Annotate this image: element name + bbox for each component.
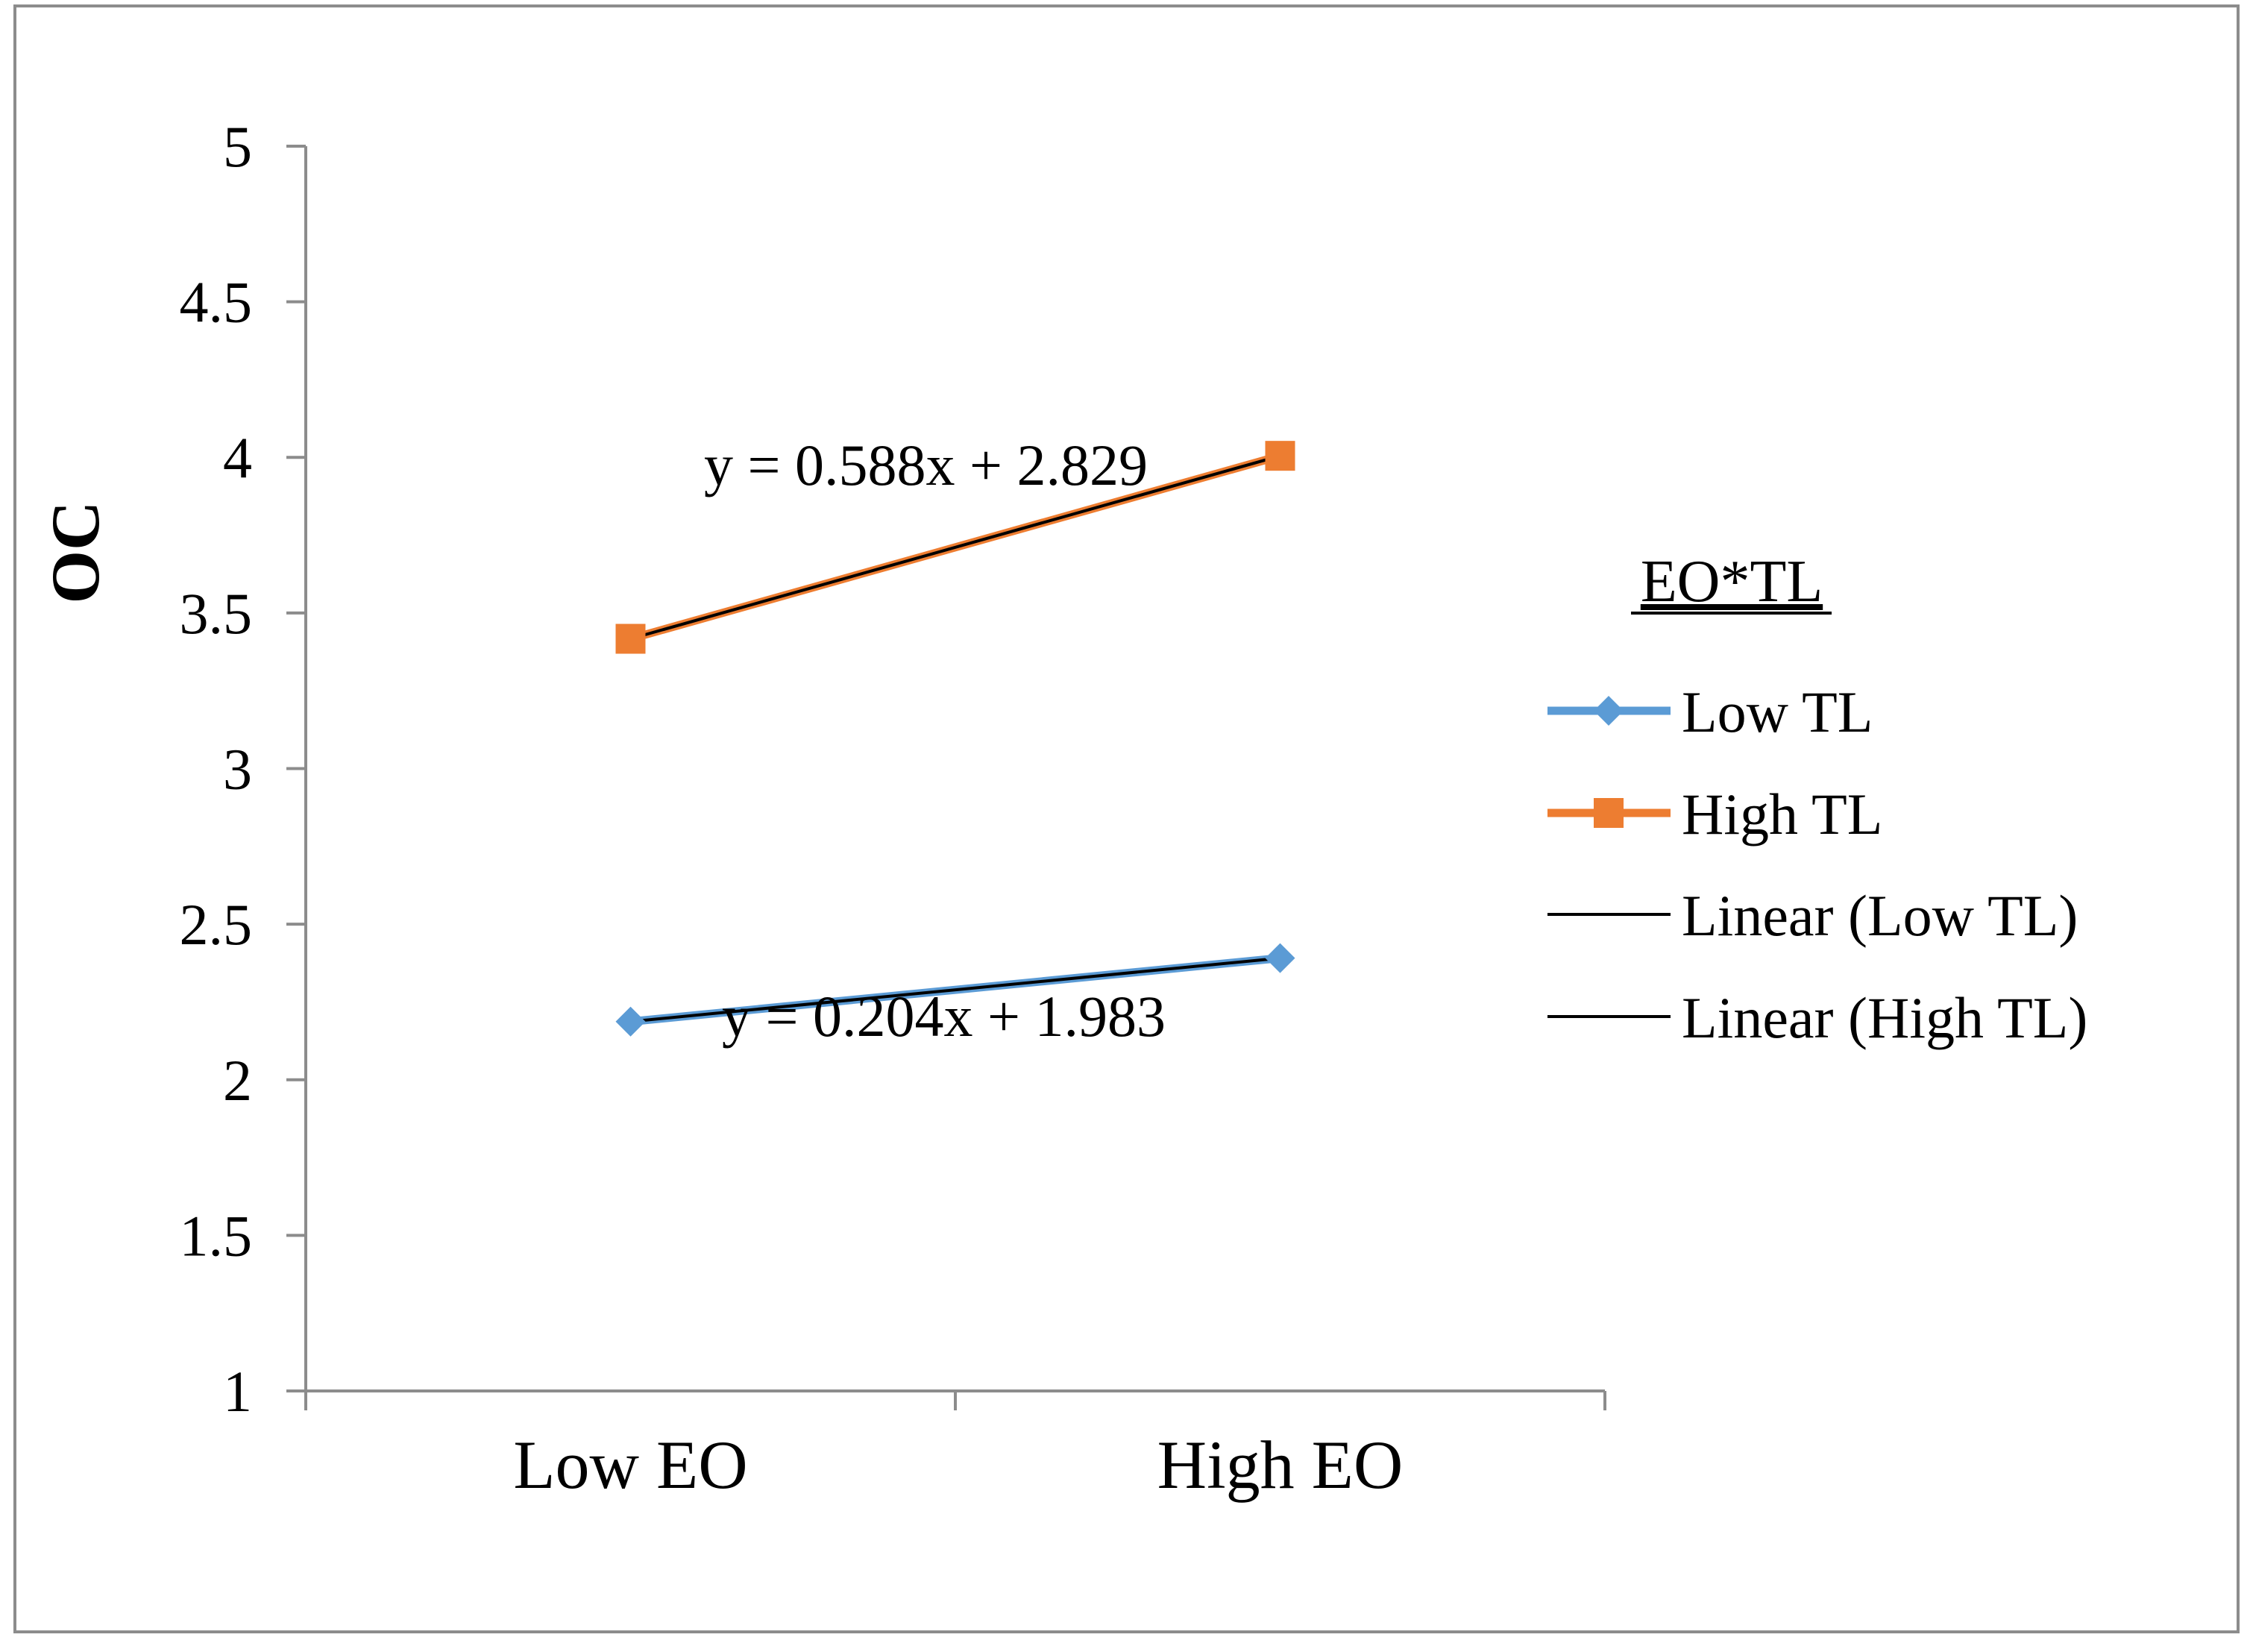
- y-tick-label: 4: [223, 425, 252, 490]
- y-tick-label: 2.5: [180, 892, 253, 957]
- y-tick-label: 3: [223, 737, 252, 802]
- plot-area: 1 1.5 2 2.5 3 3.5 4 4.5 5 Low EO High EO OC y = 0.20…: [37, 114, 1606, 1503]
- y-tick-label: 3.5: [180, 581, 253, 646]
- trendline-equation: y = 0.204x + 1.983: [722, 984, 1166, 1049]
- x-tick-label: Low EO: [513, 1427, 747, 1503]
- legend-marker: [1594, 798, 1624, 828]
- legend-label: Low TL: [1682, 679, 1873, 744]
- legend-label: High TL: [1682, 782, 1882, 847]
- trendline: [630, 956, 1280, 1023]
- legend: EO*TL Low TL High TL Linear (Low TL) Linear …: [1547, 549, 2087, 1050]
- y-tick-label: 1.5: [180, 1203, 253, 1268]
- legend-label: Linear (High TL): [1682, 985, 2087, 1050]
- legend-label: Linear (Low TL): [1682, 883, 2078, 948]
- data-point: [1265, 943, 1295, 973]
- trendline-equation: y = 0.588x + 2.829: [704, 433, 1148, 497]
- legend-marker: [1594, 696, 1624, 726]
- y-tick-label: 4.5: [180, 270, 253, 335]
- data-point: [1265, 441, 1295, 471]
- legend-title: EO*TL: [1641, 549, 1823, 615]
- y-axis-title: OC: [37, 501, 113, 604]
- y-tick-label: 1: [223, 1359, 252, 1424]
- x-tick-label: High EO: [1157, 1427, 1404, 1503]
- y-tick-label: 2: [223, 1048, 252, 1113]
- trendline: [629, 454, 1281, 641]
- data-point: [615, 624, 646, 654]
- chart-frame: [13, 4, 2240, 1633]
- data-point: [615, 1006, 646, 1037]
- y-tick-label: 5: [223, 114, 252, 179]
